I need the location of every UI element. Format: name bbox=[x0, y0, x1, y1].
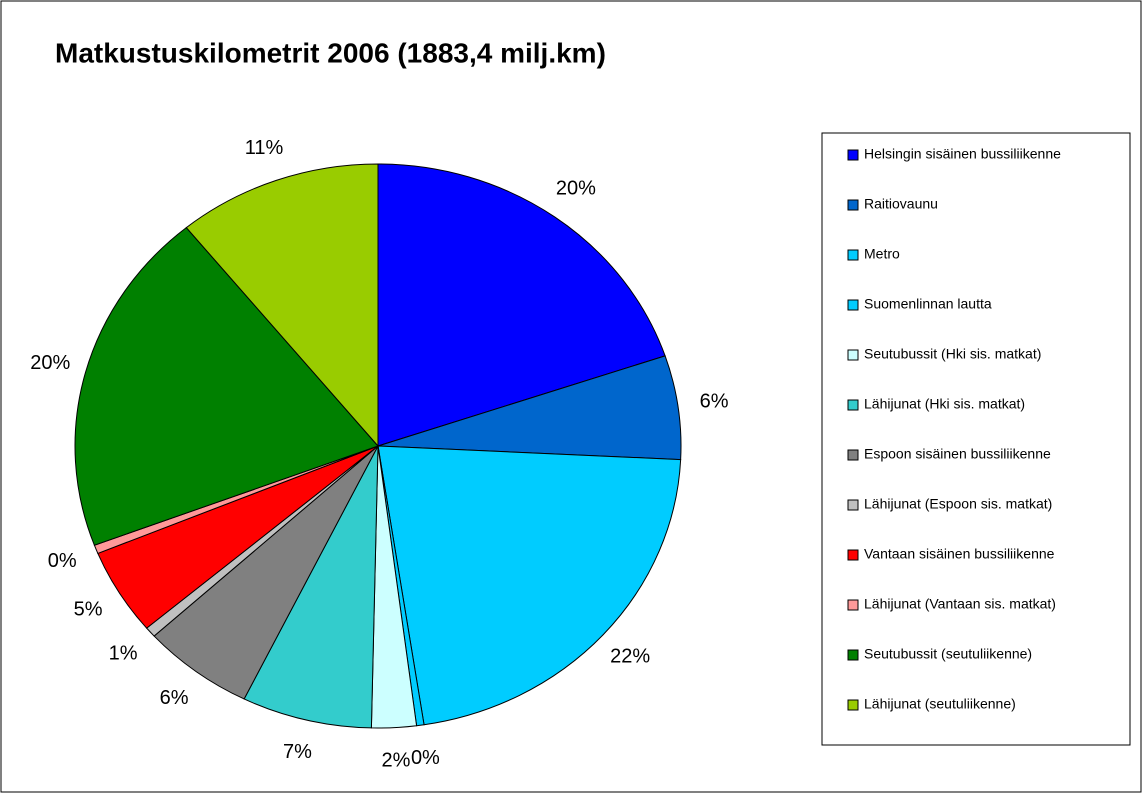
data-label: 6% bbox=[700, 391, 729, 413]
legend-label: Lähijunat (Vantaan sis. matkat) bbox=[864, 596, 1056, 612]
legend-label: Lähijunat (Hki sis. matkat) bbox=[864, 396, 1025, 412]
pie-slice bbox=[74, 226, 379, 546]
legend-label: Lähijunat (seutuliikenne) bbox=[864, 696, 1016, 712]
legend-swatch bbox=[847, 349, 859, 361]
pie-slice bbox=[243, 445, 379, 729]
legend-swatch bbox=[847, 249, 859, 261]
legend-label: Suomenlinnan lautta bbox=[864, 296, 992, 312]
legend-label: Espoon sisäinen bussiliikenne bbox=[864, 446, 1051, 462]
pie-slice bbox=[377, 445, 682, 726]
data-label: 22% bbox=[610, 646, 650, 668]
legend-swatch bbox=[847, 199, 859, 211]
legend-box bbox=[821, 132, 1131, 746]
data-label: 20% bbox=[30, 352, 70, 374]
legend-label: Seutubussit (seutuliikenne) bbox=[864, 646, 1032, 662]
legend-label: Raitiovaunu bbox=[864, 196, 938, 212]
legend-label: Vantaan sisäinen bussiliikenne bbox=[864, 546, 1055, 562]
legend-swatch bbox=[847, 149, 859, 161]
legend-swatch bbox=[847, 299, 859, 311]
data-label: 2% bbox=[382, 750, 411, 772]
pie-slice bbox=[377, 163, 666, 447]
data-label: 5% bbox=[74, 598, 103, 620]
legend-swatch bbox=[847, 549, 859, 561]
legend-swatch bbox=[847, 499, 859, 511]
chart-title: Matkustuskilometrit 2006 (1883,4 milj.km… bbox=[55, 37, 606, 68]
legend-swatch bbox=[847, 599, 859, 611]
pie-slice bbox=[185, 163, 379, 448]
data-label: 20% bbox=[556, 178, 596, 200]
legend-label: Helsingin sisäinen bussiliikenne bbox=[864, 146, 1061, 162]
data-label: 6% bbox=[160, 687, 189, 709]
data-label: 1% bbox=[109, 643, 138, 665]
data-label: 7% bbox=[283, 741, 312, 763]
legend-label: Lähijunat (Espoon sis. matkat) bbox=[864, 496, 1052, 512]
legend-swatch bbox=[847, 699, 859, 711]
legend-swatch bbox=[847, 449, 859, 461]
legend-swatch bbox=[847, 399, 859, 411]
legend-label: Metro bbox=[864, 246, 900, 262]
data-label: 0% bbox=[48, 550, 77, 572]
data-label: 11% bbox=[245, 137, 284, 159]
legend-swatch bbox=[847, 649, 859, 661]
data-label: 0% bbox=[411, 747, 440, 769]
legend-label: Seutubussit (Hki sis. matkat) bbox=[864, 346, 1041, 362]
